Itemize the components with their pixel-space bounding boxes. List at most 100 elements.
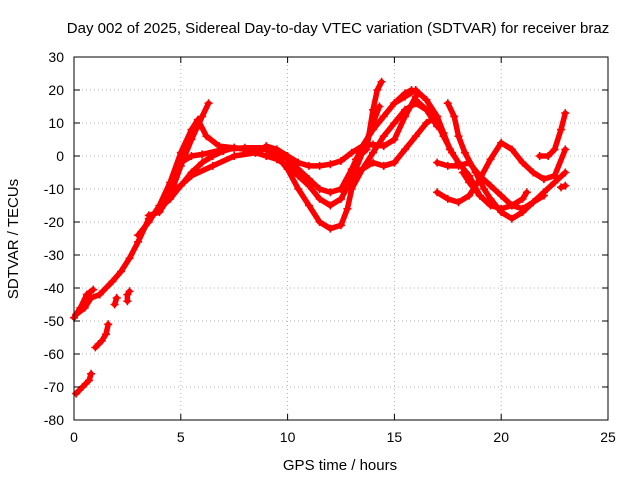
data-point-marker [315,185,324,193]
data-point-marker [82,290,91,299]
data-point-marker [379,112,388,121]
data-point-marker [544,152,553,160]
data-point-marker [422,95,431,104]
data-point-marker [561,168,570,177]
data-point-marker [465,191,474,200]
data-point-marker [176,148,185,157]
data-point-marker [202,132,211,141]
data-point-marker [304,175,313,184]
data-point-marker [433,112,442,121]
data-point-marker [465,178,474,187]
data-point-marker [411,132,420,141]
data-point-marker [529,168,538,177]
data-point-marker [497,208,506,217]
data-point-marker [539,175,548,184]
data-point-marker [262,143,271,152]
data-point-marker [104,320,113,329]
data-point-marker [550,171,559,180]
data-point-marker [443,99,452,108]
data-point-marker [219,145,228,154]
data-point-marker [445,145,454,154]
data-point-marker [439,128,448,137]
data-point-marker [294,185,303,193]
data-point-marker [401,105,410,114]
data-point-marker [337,221,345,230]
data-point-marker [102,330,111,339]
data-point-marker [507,145,516,154]
data-point-marker [539,191,548,200]
data-point-marker [422,119,431,127]
series-layer [70,77,570,398]
data-point-marker [471,168,480,177]
data-point-marker [347,148,356,157]
data-point-marker [95,290,104,299]
data-point-marker [390,158,399,167]
y-axis-title: SDTVAR / TECUs [5,179,22,299]
data-point-marker [518,158,527,167]
data-point-marker [80,303,89,312]
data-point-marker [110,300,119,309]
y-tick-label: -10 [44,181,64,197]
data-point-marker [486,194,495,203]
data-point-marker [369,148,378,157]
data-point-marker [518,208,527,217]
data-point-marker [454,132,463,141]
y-tick-label: 10 [48,115,64,131]
data-point-marker [422,105,431,114]
data-point-marker [198,158,207,167]
data-point-marker [272,148,281,157]
data-point-marker [486,155,495,164]
data-point-marker [315,194,324,203]
data-point-marker [240,143,249,152]
data-point-marker [557,183,566,192]
data-point-marker [347,185,356,193]
data-point-marker [497,138,506,147]
y-tick-label: -40 [44,280,64,296]
chart-title: Day 002 of 2025, Sidereal Day-to-day VTE… [67,20,609,37]
data-point-marker [304,201,313,210]
data-point-marker [529,198,538,207]
data-point-marker [343,204,352,213]
data-point-marker [347,168,356,177]
x-tick-label: 5 [177,429,185,445]
data-point-marker [337,194,345,203]
data-point-marker [433,122,442,131]
series-track-18 [123,287,134,306]
data-point-marker [401,92,410,101]
series-track-15 [458,168,484,200]
data-point-marker [561,109,570,118]
series-track-21 [72,369,96,398]
data-point-marker [204,99,213,108]
data-point-marker [401,145,410,154]
data-point-marker [326,188,335,197]
data-point-marker [454,198,463,207]
data-point-marker [411,95,420,104]
data-point-marker [379,132,388,141]
data-point-marker [507,201,516,210]
data-point-marker [198,150,207,159]
series-track-17 [557,181,570,192]
data-point-marker [375,102,384,111]
data-point-marker [351,155,360,164]
data-point-marker [379,142,388,151]
series-track-4 [134,115,399,240]
data-point-marker [87,293,96,302]
plot-frame [73,56,609,421]
grid [74,57,608,420]
data-point-marker [283,155,292,164]
data-point-marker [91,343,100,352]
data-point-marker [176,158,185,167]
data-point-marker [125,287,134,296]
data-point-marker [326,160,335,169]
data-point-marker [326,201,335,210]
data-point-marker [369,105,378,114]
data-point-marker [358,165,367,174]
data-point-marker [294,165,303,174]
series-trace [73,371,94,397]
data-point-marker [373,86,382,94]
data-point-marker [87,369,96,378]
series-track-10 [390,86,454,154]
y-tick-label: 30 [48,49,64,65]
data-point-marker [411,86,420,94]
